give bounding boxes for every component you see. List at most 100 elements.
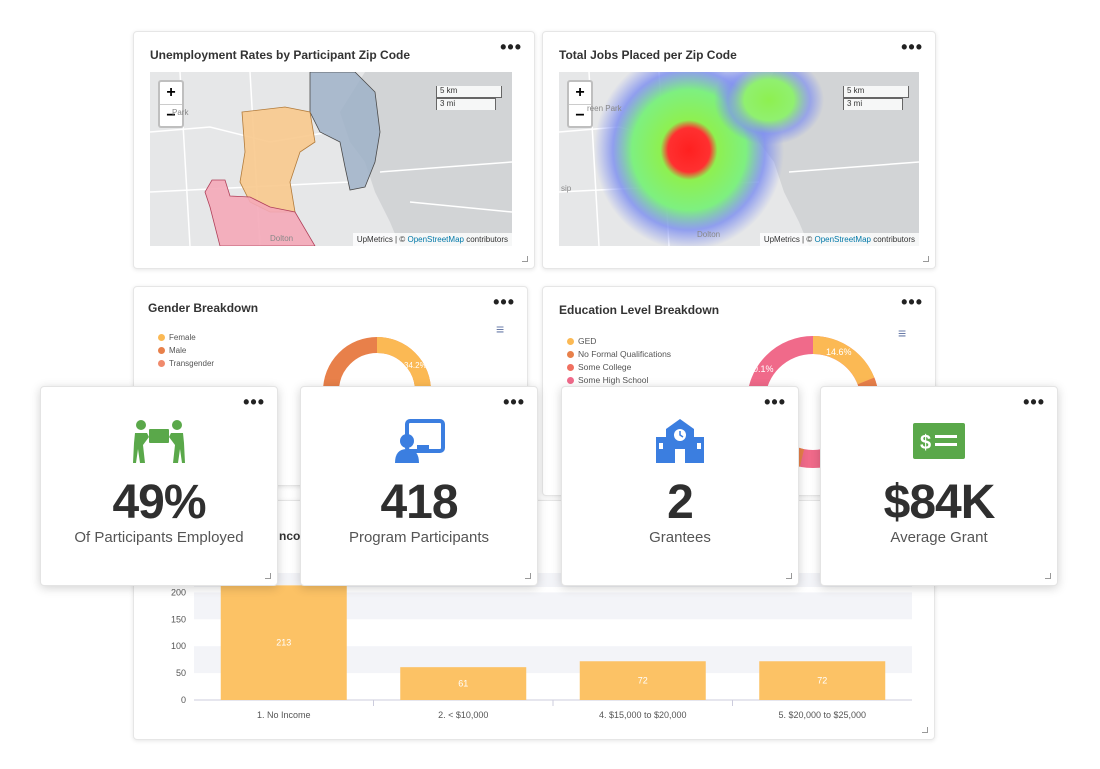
y-tick-label: 200 — [171, 587, 186, 597]
kpi-card-employed: ••• 49% Of Participants Employed — [40, 386, 278, 586]
x-tick-label: 5. $20,000 to $25,000 — [778, 710, 866, 720]
bar[interactable] — [220, 585, 347, 700]
card-title: Education Level Breakdown — [559, 303, 720, 317]
legend-label: Some College — [578, 362, 632, 372]
more-options-icon[interactable]: ••• — [901, 292, 923, 312]
legend-marker — [567, 351, 574, 358]
legend-marker — [158, 334, 165, 341]
kpi-label: Program Participants — [348, 529, 490, 546]
education-legend: GED No Formal Qualifications Some College S… — [567, 335, 671, 387]
y-tick-label: 50 — [176, 668, 186, 678]
x-tick-label: 1. No Income — [257, 710, 311, 720]
legend-marker — [158, 347, 165, 354]
svg-text:$: $ — [920, 432, 931, 454]
map-zoom-control: + − — [158, 80, 184, 128]
more-options-icon[interactable]: ••• — [500, 37, 522, 57]
resize-handle[interactable] — [1045, 573, 1051, 579]
legend-label: GED — [578, 336, 597, 346]
more-options-icon[interactable]: ••• — [901, 37, 923, 57]
bar-value-label: 72 — [638, 676, 648, 686]
scale-km: 5 km — [436, 86, 502, 98]
y-tick-label: 0 — [181, 695, 186, 705]
resize-handle[interactable] — [525, 573, 531, 579]
legend-label: Transgender — [169, 359, 215, 368]
legend-label: Male — [169, 346, 187, 355]
legend-item[interactable]: Male — [158, 344, 214, 357]
scale-km: 5 km — [843, 86, 909, 98]
kpi-card-grantees: ••• 2 Grantees — [561, 386, 799, 586]
x-tick-label: 2. < $10,000 — [438, 710, 488, 720]
kpi-label: Average Grant — [890, 529, 988, 546]
slice-label: 34.2% — [404, 361, 427, 370]
legend-label: No Formal Qualifications — [578, 349, 672, 359]
slice-label: 14.6% — [826, 347, 852, 357]
more-options-icon[interactable]: ••• — [493, 292, 515, 312]
scale-mi: 3 mi — [436, 98, 496, 110]
zoom-out-button[interactable]: − — [160, 104, 182, 126]
map-scale: 5 km 3 mi — [843, 86, 909, 110]
resize-handle[interactable] — [922, 727, 928, 733]
kpi-value: 49% — [112, 476, 206, 529]
y-tick-label: 100 — [171, 641, 186, 651]
map-attribution: UpMetrics | © OpenStreetMap contributors — [352, 233, 512, 246]
legend-label: Some High School — [578, 375, 649, 385]
bar[interactable] — [579, 661, 706, 700]
kpi-value: 418 — [380, 476, 458, 529]
resize-handle[interactable] — [786, 573, 792, 579]
card-title: Gender Breakdown — [148, 301, 259, 315]
card-title: Total Jobs Placed per Zip Code — [559, 48, 737, 62]
scale-mi: 3 mi — [843, 98, 903, 110]
legend-item[interactable]: Some College — [567, 361, 671, 374]
donut-slice — [376, 337, 431, 392]
place-label: Dolton — [697, 230, 721, 239]
more-options-icon[interactable]: ••• — [1023, 392, 1045, 412]
map-scale: 5 km 3 mi — [436, 86, 502, 110]
map-attribution: UpMetrics | © OpenStreetMap contributors — [759, 233, 919, 246]
jobs-heatmap[interactable]: + − reen Park sip Dolton 5 km 3 mi UpMet… — [559, 72, 919, 246]
bar-value-label: 72 — [817, 676, 827, 686]
legend-item[interactable]: GED — [567, 335, 671, 348]
legend-item[interactable]: No Formal Qualifications — [567, 348, 671, 361]
card-title: Unemployment Rates by Participant Zip Co… — [150, 48, 411, 62]
dollar-bill-icon: $ — [821, 419, 1057, 463]
kpi-label: Grantees — [649, 529, 711, 546]
presenter-board-icon — [301, 419, 537, 463]
chart-menu-icon[interactable]: ≡ — [496, 321, 505, 337]
legend-marker — [567, 364, 574, 371]
place-label: reen Park — [587, 104, 622, 113]
jobs-heatmap-card: Total Jobs Placed per Zip Code ••• — [542, 31, 936, 269]
unemployment-map[interactable]: + − Park Dolton 5 km 3 mi UpMetrics | © … — [150, 72, 512, 246]
more-options-icon[interactable]: ••• — [764, 392, 786, 412]
y-tick-label: 150 — [171, 614, 186, 624]
legend-marker — [158, 360, 165, 367]
bar[interactable] — [400, 667, 527, 700]
openstreetmap-link[interactable]: OpenStreetMap — [407, 235, 464, 244]
place-label: Dolton — [270, 234, 294, 243]
unemployment-map-card: Unemployment Rates by Participant Zip Co… — [133, 31, 535, 269]
zoom-out-button[interactable]: − — [569, 104, 591, 126]
bar-value-label: 61 — [458, 679, 468, 689]
legend-item[interactable]: Some High School — [567, 374, 671, 387]
bar[interactable] — [759, 661, 886, 700]
kpi-value: $84K — [883, 476, 996, 529]
resize-handle[interactable] — [923, 256, 929, 262]
legend-item[interactable]: Transgender — [158, 357, 214, 370]
more-options-icon[interactable]: ••• — [243, 392, 265, 412]
people-carrying-box-icon — [41, 419, 277, 463]
zoom-in-button[interactable]: + — [575, 84, 585, 101]
resize-handle[interactable] — [265, 573, 271, 579]
place-label: sip — [561, 184, 572, 193]
resize-handle[interactable] — [522, 256, 528, 262]
more-options-icon[interactable]: ••• — [503, 392, 525, 412]
bar-value-label: 213 — [276, 638, 291, 648]
legend-item[interactable]: Female — [158, 331, 214, 344]
chart-menu-icon[interactable]: ≡ — [898, 325, 907, 341]
openstreetmap-link[interactable]: OpenStreetMap — [814, 235, 871, 244]
kpi-label: Of Participants Employed — [74, 529, 244, 546]
zoom-in-button[interactable]: + — [166, 84, 176, 101]
x-tick-label: 4. $15,000 to $20,000 — [599, 710, 687, 720]
kpi-value: 2 — [667, 476, 694, 529]
legend-marker — [567, 377, 574, 384]
gender-legend: Female Male Transgender — [158, 331, 214, 370]
